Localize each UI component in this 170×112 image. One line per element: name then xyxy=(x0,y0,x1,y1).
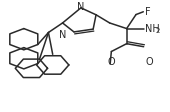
Text: F: F xyxy=(145,7,151,17)
Text: N: N xyxy=(59,30,66,40)
Text: 2: 2 xyxy=(156,28,160,34)
Text: N: N xyxy=(77,2,85,12)
Text: NH: NH xyxy=(145,24,160,34)
Text: O: O xyxy=(108,57,115,67)
Text: O: O xyxy=(145,57,153,67)
